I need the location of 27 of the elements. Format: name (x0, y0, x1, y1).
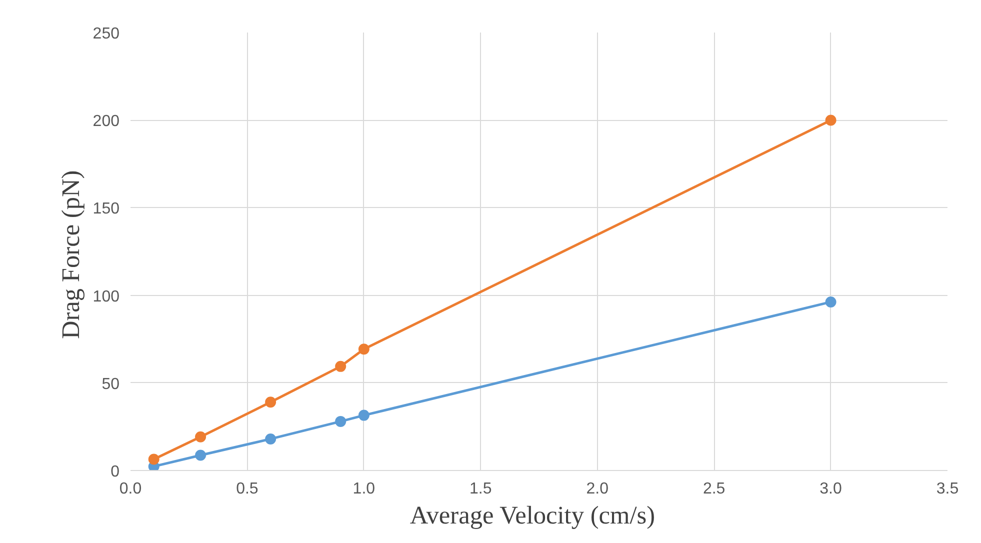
point (358, 344, 370, 355)
x-tick-label: 2.0 (586, 480, 609, 498)
x-tick-label: 1.0 (352, 480, 376, 498)
y-axis-title: Drag Force (pN) (56, 170, 85, 340)
x-tick-label: 0.0 (119, 480, 142, 498)
point (335, 360, 346, 372)
x-tick-label: 1.5 (470, 480, 492, 498)
point (825, 114, 836, 126)
point (265, 396, 276, 408)
y-tick-label: 150 (92, 200, 120, 218)
y-tick-label: 0 (110, 464, 120, 480)
y-tick-label: 100 (92, 288, 120, 306)
x-axis-title: Average Velocity (cm/s) (410, 502, 656, 530)
point (195, 431, 206, 442)
point (195, 450, 206, 461)
y-tick-label: 50 (102, 376, 120, 393)
point (825, 296, 836, 308)
y-tick-label: 250 (92, 26, 120, 42)
point (335, 416, 346, 427)
x-tick-label: 3.5 (936, 480, 959, 498)
point (358, 410, 370, 421)
point (148, 454, 160, 465)
point (265, 433, 276, 444)
x-tick-label: 3.0 (820, 480, 842, 498)
x-tick-label: 0.5 (236, 480, 258, 498)
y-tick-label: 200 (92, 113, 120, 130)
x-tick-label: 2.5 (702, 480, 726, 498)
